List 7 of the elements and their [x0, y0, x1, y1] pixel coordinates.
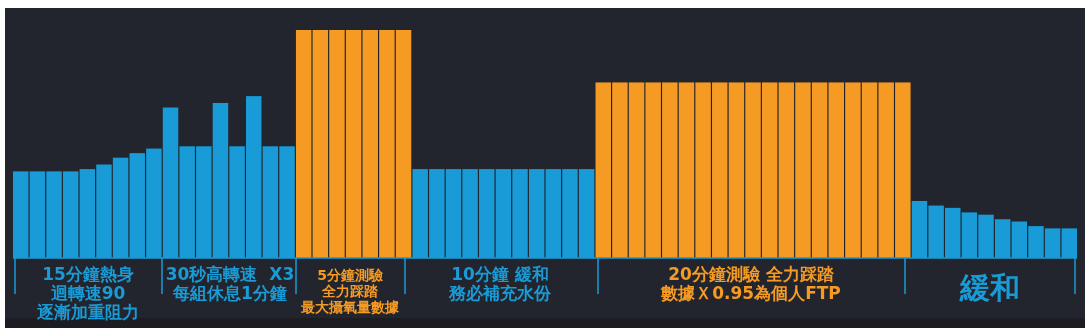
text: 30秒高轉速 X3每組休息1分鐘: [165, 264, 295, 303]
bar: [295, 30, 312, 258]
text: 15分鐘熱身迴轉速90逐漸加重阻力: [36, 264, 139, 322]
text: 20分鐘測驗 全力踩踏數據Ｘ0.95為個人FTP: [660, 264, 841, 303]
text: 5分鐘測驗全力踩踏最大攝氧量數據: [300, 267, 400, 315]
text: 10分鐘 緩和務必補充水份: [448, 264, 552, 303]
text: 緩和: [959, 270, 1020, 305]
